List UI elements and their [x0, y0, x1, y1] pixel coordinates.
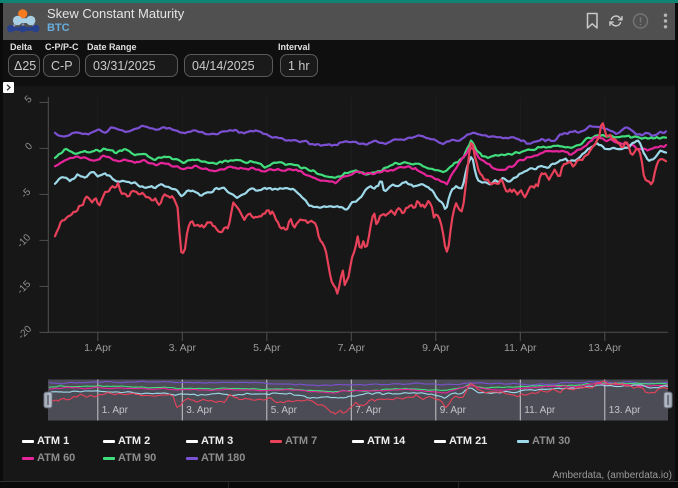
svg-text:5. Apr: 5. Apr: [271, 405, 298, 416]
svg-text:3. Apr: 3. Apr: [186, 405, 213, 416]
svg-text:0: 0: [23, 141, 35, 153]
svg-text:9. Apr: 9. Apr: [440, 405, 467, 416]
svg-text:5: 5: [23, 94, 35, 106]
svg-text:11. Apr: 11. Apr: [504, 342, 537, 354]
svg-text:3. Apr: 3. Apr: [169, 342, 197, 354]
svg-text:-15: -15: [15, 278, 33, 296]
svg-text:-10: -10: [15, 232, 33, 250]
svg-text:13. Apr: 13. Apr: [609, 405, 641, 416]
svg-text:1. Apr: 1. Apr: [102, 405, 129, 416]
svg-text:-20: -20: [16, 323, 34, 341]
svg-text:1. Apr: 1. Apr: [84, 342, 112, 354]
svg-text:13. Apr: 13. Apr: [588, 342, 622, 354]
svg-text:11. Apr: 11. Apr: [524, 405, 556, 416]
svg-text:7. Apr: 7. Apr: [338, 342, 366, 354]
svg-text:-5: -5: [19, 186, 33, 200]
svg-text:5. Apr: 5. Apr: [253, 342, 281, 354]
svg-text:9. Apr: 9. Apr: [422, 342, 450, 354]
svg-text:7. Apr: 7. Apr: [355, 405, 382, 416]
